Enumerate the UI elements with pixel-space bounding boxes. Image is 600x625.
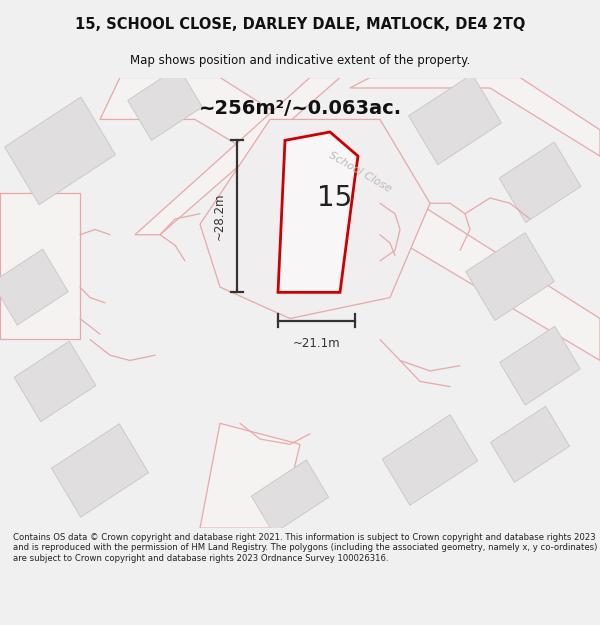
Polygon shape — [350, 78, 600, 156]
Polygon shape — [382, 414, 478, 506]
Polygon shape — [491, 406, 569, 482]
Polygon shape — [466, 232, 554, 321]
Text: Contains OS data © Crown copyright and database right 2021. This information is : Contains OS data © Crown copyright and d… — [13, 533, 598, 562]
Text: ~28.2m: ~28.2m — [212, 192, 226, 240]
Polygon shape — [499, 142, 581, 222]
Text: ~21.1m: ~21.1m — [293, 337, 340, 350]
Text: School Close: School Close — [327, 150, 393, 194]
Polygon shape — [278, 132, 358, 292]
Polygon shape — [251, 460, 329, 533]
Polygon shape — [500, 326, 580, 405]
Polygon shape — [128, 67, 202, 141]
Polygon shape — [409, 74, 502, 164]
Text: 15, SCHOOL CLOSE, DARLEY DALE, MATLOCK, DE4 2TQ: 15, SCHOOL CLOSE, DARLEY DALE, MATLOCK, … — [75, 18, 525, 32]
Polygon shape — [100, 78, 600, 361]
Polygon shape — [135, 78, 340, 235]
Text: 15: 15 — [317, 184, 352, 213]
Polygon shape — [0, 249, 68, 325]
Polygon shape — [5, 97, 115, 205]
Text: ~256m²/~0.063ac.: ~256m²/~0.063ac. — [199, 99, 401, 119]
Polygon shape — [200, 423, 300, 528]
Polygon shape — [52, 424, 148, 517]
Polygon shape — [14, 341, 96, 422]
Polygon shape — [200, 119, 430, 319]
Polygon shape — [0, 192, 80, 339]
Text: Map shows position and indicative extent of the property.: Map shows position and indicative extent… — [130, 54, 470, 67]
